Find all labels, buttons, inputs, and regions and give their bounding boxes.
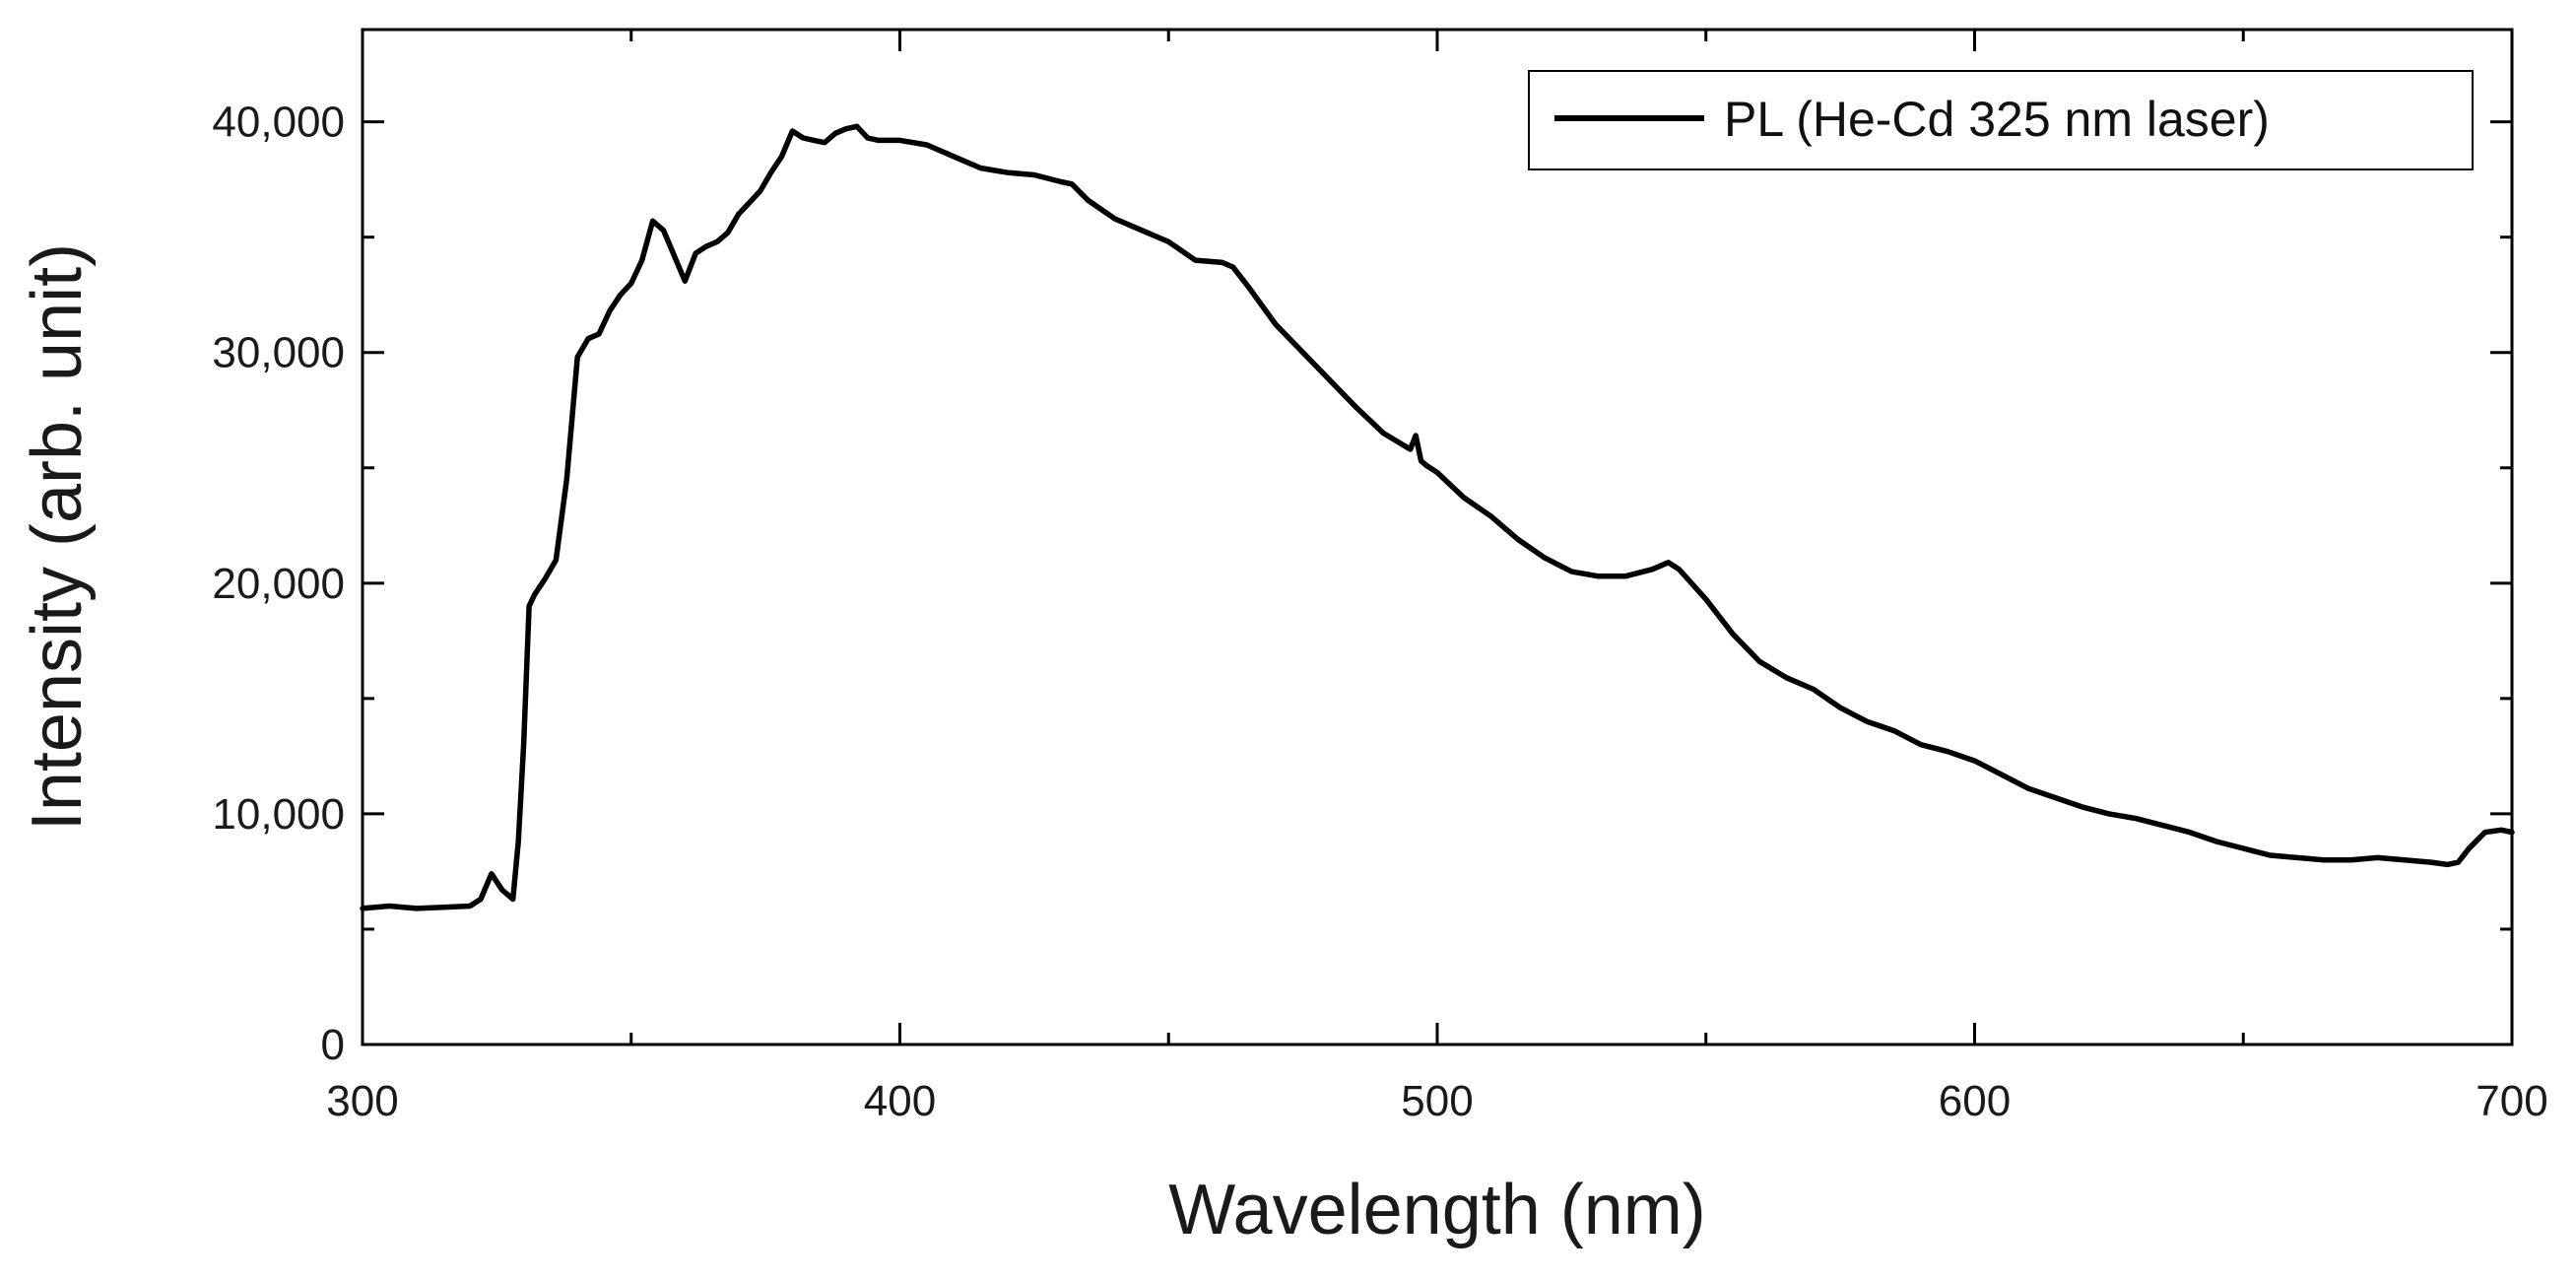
- x-tick-label: 500: [1401, 1077, 1473, 1125]
- y-axis-title: Intensity (arb. unit): [18, 243, 97, 831]
- x-tick-label: 300: [326, 1077, 398, 1125]
- axis-ticks: [361, 30, 2514, 1046]
- x-tick-label: 600: [1939, 1077, 2011, 1125]
- x-axis-title: Wavelength (nm): [1168, 1171, 1706, 1249]
- tick-labels: 300 400 500 600 700 0 10,000 20,000 30,000 40,000: [212, 99, 2547, 1125]
- y-tick-label: 40,000: [212, 99, 345, 147]
- x-tick-label: 400: [864, 1077, 936, 1125]
- legend-label-pl: PL (He-Cd 325 nm laser): [1724, 92, 2270, 147]
- y-tick-label: 10,000: [212, 790, 345, 839]
- x-tick-label: 700: [2476, 1077, 2547, 1125]
- legend: PL (He-Cd 325 nm laser): [1528, 70, 2474, 170]
- series-line-pl: [360, 123, 2515, 911]
- y-tick-label: 20,000: [212, 560, 345, 608]
- y-tick-label: 0: [321, 1021, 345, 1069]
- y-tick-label: 30,000: [212, 329, 345, 377]
